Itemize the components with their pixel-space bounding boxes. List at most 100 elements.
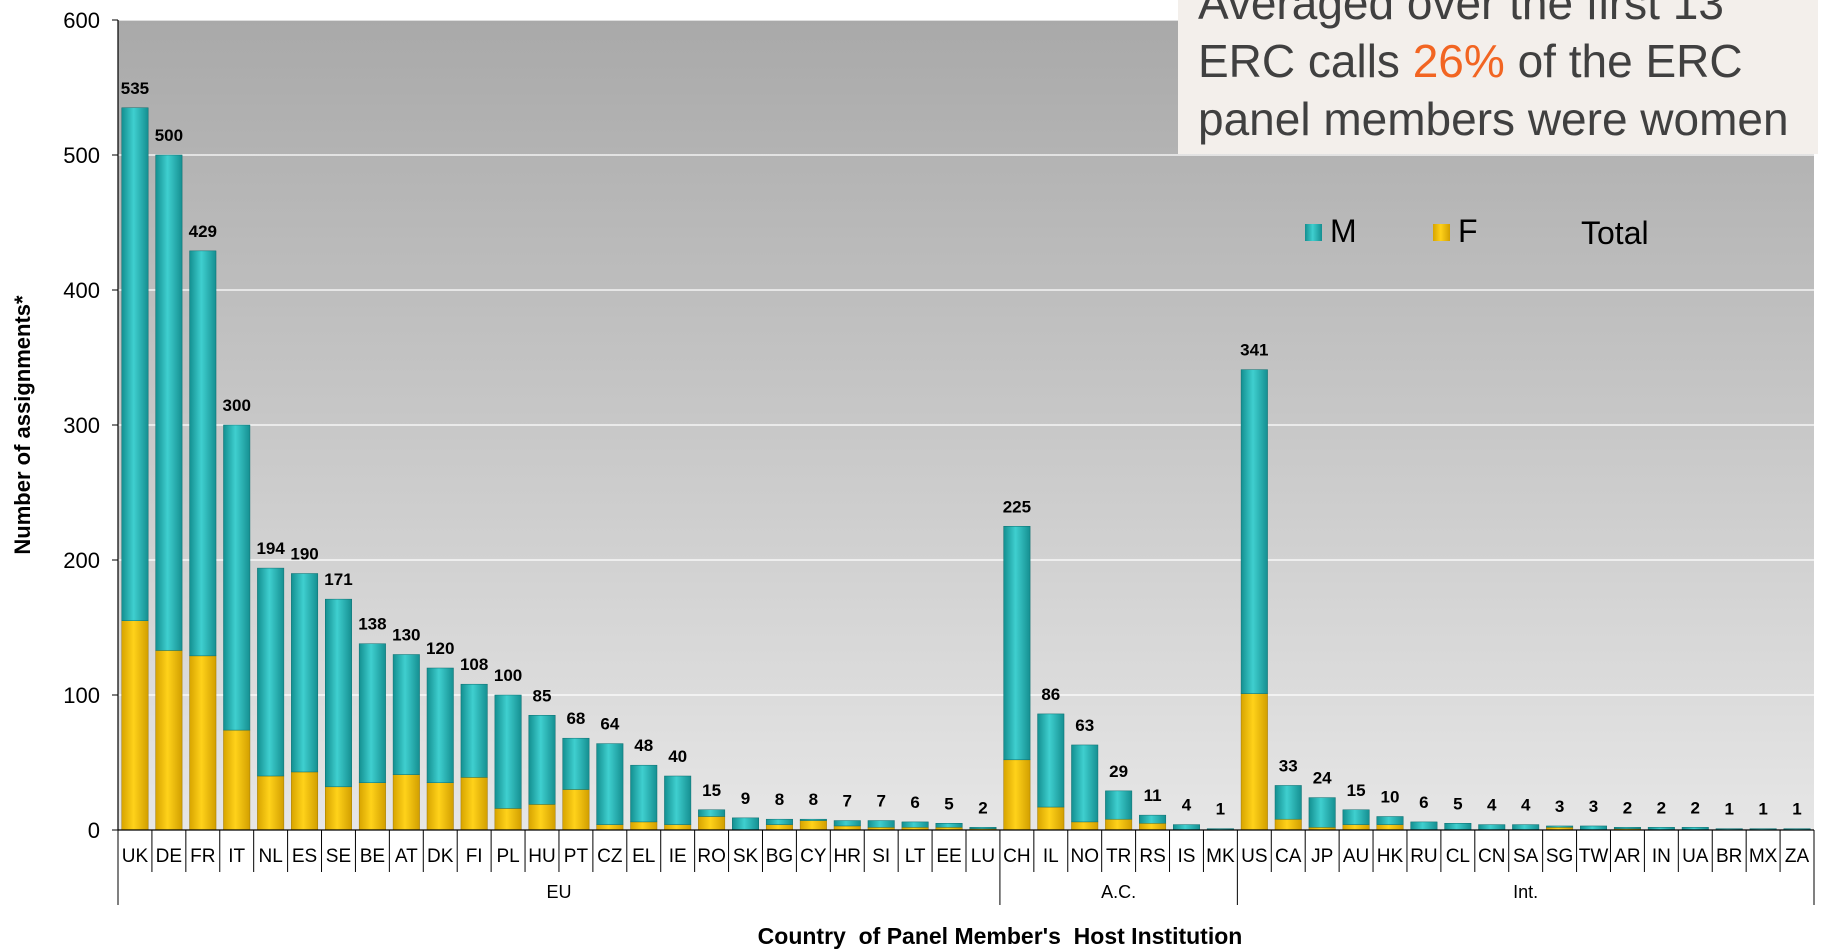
callout-line-3: panel members were women: [1198, 93, 1789, 145]
total-label-bg: 8: [775, 790, 784, 809]
total-label-ch: 225: [1003, 497, 1031, 516]
bar-f-bg: [765, 824, 793, 831]
bar-m-us: [1240, 369, 1268, 694]
x-tick-label-si: SI: [872, 846, 890, 867]
callout-text: Averaged over the first 13 ERC calls 26%…: [1198, 0, 1789, 148]
legend-label-m: M: [1330, 213, 1357, 249]
bar-f-at: [392, 774, 420, 831]
bar-m-it: [223, 424, 251, 731]
bar-m-lu: [969, 827, 997, 829]
total-label-be: 138: [358, 615, 386, 634]
bar-m-cz: [596, 743, 624, 825]
bar-m-tw: [1580, 825, 1607, 831]
bar-m-ca: [1274, 785, 1302, 820]
bar-f-hu: [528, 804, 556, 831]
bar-m-cn: [1478, 824, 1506, 831]
legend: M F Total: [1305, 213, 1649, 251]
bar-m-il: [1037, 713, 1065, 808]
bar-m-lt: [901, 821, 929, 828]
total-label-br: 1: [1724, 800, 1733, 819]
bar-m-pl: [494, 694, 522, 809]
x-tick-label-is: IS: [1178, 846, 1196, 867]
x-tick-label-nl: NL: [258, 846, 282, 867]
group-label-eu: EU: [546, 882, 571, 902]
x-tick-label-de: DE: [156, 846, 182, 867]
total-label-ie: 40: [668, 747, 687, 766]
legend-swatch-m: [1305, 224, 1322, 241]
x-tick-label-cn: CN: [1478, 846, 1505, 867]
x-tick-label-cy: CY: [800, 846, 827, 867]
x-tick-label-cz: CZ: [597, 846, 623, 867]
bar-m-sg: [1546, 825, 1574, 828]
total-label-hu: 85: [533, 686, 552, 705]
total-label-el: 48: [634, 736, 653, 755]
bar-m-ar: [1613, 827, 1641, 829]
x-tick-label-lt: LT: [905, 846, 926, 867]
x-tick-label-il: IL: [1043, 846, 1059, 867]
total-label-hr: 7: [843, 792, 852, 811]
x-tick-label-hk: HK: [1377, 846, 1404, 867]
x-axis-label: Country of Panel Member's Host Instituti…: [758, 923, 1243, 949]
bar-m-fr: [189, 250, 217, 657]
bar-m-au: [1342, 809, 1370, 825]
bar-f-hk: [1376, 824, 1404, 831]
bar-f-es: [291, 771, 319, 831]
bar-m-sk: [732, 817, 759, 831]
x-tick-label-fr: FR: [190, 846, 215, 867]
bar-f-it: [223, 729, 251, 831]
total-label-dk: 120: [426, 639, 454, 658]
bar-m-hu: [528, 715, 556, 805]
bar-f-ie: [664, 824, 692, 831]
callout-line-2: ERC calls 26% of the ERC: [1198, 32, 1789, 90]
total-label-ro: 15: [702, 781, 721, 800]
bar-m-cy: [799, 818, 827, 821]
total-label-tr: 29: [1109, 762, 1128, 781]
x-tick-label-mx: MX: [1749, 846, 1778, 867]
bar-f-au: [1342, 824, 1370, 831]
bar-m-se: [325, 598, 352, 788]
bar-m-pt: [562, 737, 590, 790]
total-label-mk: 1: [1216, 800, 1225, 819]
bar-m-no: [1071, 744, 1099, 823]
x-tick-label-jp: JP: [1311, 846, 1333, 867]
bar-f-no: [1071, 821, 1099, 831]
y-tick-label: 200: [63, 548, 100, 573]
total-label-cz: 64: [600, 715, 619, 734]
bar-f-ro: [698, 816, 726, 831]
x-tick-label-at: AT: [395, 846, 418, 867]
bar-f-pt: [562, 789, 590, 831]
x-tick-label-el: EL: [632, 846, 655, 867]
bar-f-se: [325, 786, 352, 831]
total-label-ee: 5: [944, 794, 953, 813]
bar-m-ro: [698, 809, 726, 817]
y-axis-label: Number of assignments*: [10, 295, 35, 555]
legend-swatch-f: [1433, 224, 1450, 241]
bar-f-cz: [596, 824, 624, 831]
total-label-sg: 3: [1555, 797, 1564, 816]
y-tick-label: 300: [63, 413, 100, 438]
total-label-cn: 4: [1487, 796, 1497, 815]
bar-f-el: [630, 821, 658, 831]
x-tick-label-bg: BG: [766, 846, 793, 867]
total-label-uk: 535: [121, 79, 149, 98]
x-tick-label-hu: HU: [528, 846, 555, 867]
callout-line-1: Averaged over the first 13: [1198, 0, 1724, 29]
y-tick-label: 0: [88, 818, 100, 843]
x-tick-label-ee: EE: [936, 846, 961, 867]
total-label-lt: 6: [910, 793, 919, 812]
group-label-int: Int.: [1513, 882, 1538, 902]
bar-m-fi: [460, 683, 488, 778]
bar-f-fi: [460, 777, 488, 831]
bar-m-rs: [1139, 814, 1167, 824]
bar-m-be: [358, 643, 386, 784]
bar-f-pl: [494, 808, 522, 831]
legend-label-f: F: [1458, 213, 1478, 249]
x-tick-label-sa: SA: [1513, 846, 1539, 867]
y-tick-labels: 0 100 200 300 400 500 600: [63, 8, 118, 843]
bar-m-hk: [1376, 816, 1404, 825]
x-tick-label-it: IT: [228, 846, 245, 867]
callout-highlight-percent: 26%: [1412, 35, 1505, 87]
callout-line-2-post: of the ERC: [1504, 35, 1743, 87]
